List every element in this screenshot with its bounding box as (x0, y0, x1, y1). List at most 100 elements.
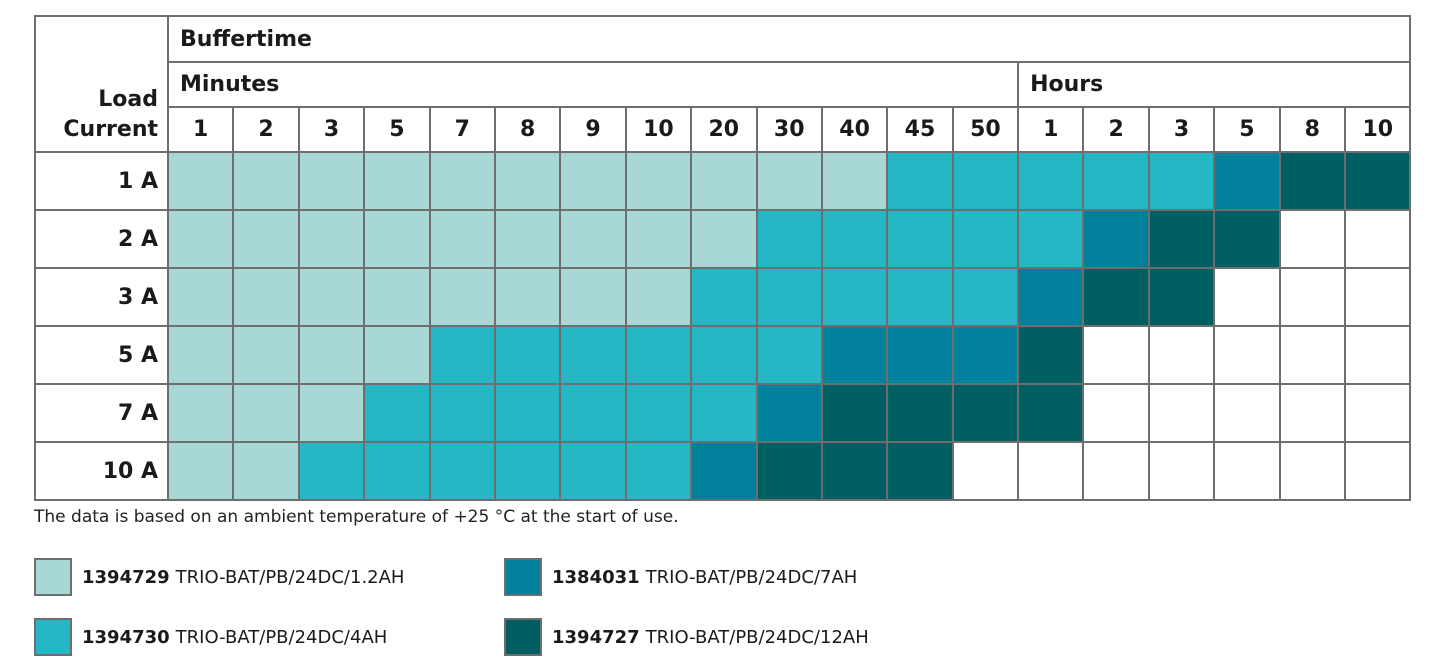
heat-cell (493, 441, 562, 501)
heat-cell (363, 267, 431, 327)
column-header-min-1: 1 (166, 106, 235, 153)
column-header-min-30: 30 (755, 106, 823, 153)
heat-cell (166, 325, 235, 385)
heat-cell (1344, 383, 1412, 443)
heat-cell (1344, 151, 1412, 211)
heat-cell (1213, 209, 1281, 269)
heat-cell (493, 267, 562, 327)
heat-cell (1213, 267, 1281, 327)
table-row: 3 A (34, 267, 1412, 327)
row-label: 3 A (34, 267, 169, 327)
legend-item: 1394729 TRIO-BAT/PB/24DC/1.2AH (34, 557, 404, 597)
heat-cell (886, 383, 954, 443)
heat-cell (1147, 267, 1216, 327)
heat-cell (755, 151, 823, 211)
table-row: 10 A (34, 441, 1412, 501)
heat-cell (755, 209, 823, 269)
heat-cell (428, 383, 496, 443)
footnote: The data is based on an ambient temperat… (34, 507, 679, 527)
heat-cell (297, 209, 366, 269)
table-row: 2 A (34, 209, 1412, 269)
heat-cell (1213, 441, 1281, 501)
heat-cell (886, 209, 954, 269)
heat-cell (951, 209, 1020, 269)
heat-cell (1278, 209, 1347, 269)
legend-name: TRIO-BAT/PB/24DC/4AH (175, 626, 388, 648)
heat-cell (820, 267, 889, 327)
heat-cell (1344, 267, 1412, 327)
row-label: 5 A (34, 325, 169, 385)
legend-swatch (504, 618, 542, 656)
heat-cell (297, 151, 366, 211)
heat-cell (559, 383, 627, 443)
heat-cell (166, 441, 235, 501)
heat-cell (1147, 325, 1216, 385)
column-header-min-20: 20 (690, 106, 758, 153)
heat-cell (297, 383, 366, 443)
heat-cell (755, 267, 823, 327)
heat-cell (1082, 383, 1150, 443)
column-header-min-10: 10 (624, 106, 693, 153)
column-header-min-50: 50 (951, 106, 1020, 153)
legend-swatch (504, 558, 542, 596)
heat-cell (690, 325, 758, 385)
heat-cell (1082, 151, 1150, 211)
legend-code: 1384031 (552, 566, 640, 588)
heat-cell (232, 383, 300, 443)
heat-cell (493, 209, 562, 269)
row-label: 10 A (34, 441, 169, 501)
heat-cell (363, 151, 431, 211)
heat-cell (232, 151, 300, 211)
heat-cell (1213, 383, 1281, 443)
heat-cell (166, 267, 235, 327)
heat-cell (1147, 151, 1216, 211)
heat-cell (428, 325, 496, 385)
heat-cell (1017, 209, 1085, 269)
column-header-h-10: 10 (1344, 106, 1412, 153)
column-header-h-5: 5 (1213, 106, 1281, 153)
heat-cell (820, 383, 889, 443)
heat-cell (1017, 383, 1085, 443)
heat-cell (1017, 267, 1085, 327)
heat-cell (363, 209, 431, 269)
table-row: 7 A (34, 383, 1412, 443)
column-header-min-2: 2 (232, 106, 300, 153)
heat-cell (690, 209, 758, 269)
column-header-h-1: 1 (1017, 106, 1085, 153)
buffertime-header: Buffertime (166, 15, 1412, 63)
heat-cell (951, 441, 1020, 501)
heat-cell (1017, 441, 1085, 501)
column-header-min-40: 40 (820, 106, 889, 153)
row-label: 7 A (34, 383, 169, 443)
heat-cell (951, 267, 1020, 327)
heat-cell (1278, 267, 1347, 327)
heat-cell (428, 267, 496, 327)
heat-cell (559, 209, 627, 269)
heat-cell (363, 441, 431, 501)
heat-cell (951, 383, 1020, 443)
heat-cell (232, 325, 300, 385)
heat-cell (886, 267, 954, 327)
heat-cell (1017, 325, 1085, 385)
heat-cell (951, 325, 1020, 385)
legend-name: TRIO-BAT/PB/24DC/7AH (645, 566, 858, 588)
heat-cell (166, 209, 235, 269)
legend-name: TRIO-BAT/PB/24DC/1.2AH (175, 566, 405, 588)
column-header-min-45: 45 (886, 106, 954, 153)
heat-cell (1278, 325, 1347, 385)
heat-cell (232, 267, 300, 327)
heat-cell (624, 151, 693, 211)
column-header-min-9: 9 (559, 106, 627, 153)
heat-cell (363, 383, 431, 443)
legend-name: TRIO-BAT/PB/24DC/12AH (645, 626, 869, 648)
heat-cell (690, 441, 758, 501)
heat-cell (1344, 209, 1412, 269)
legend-item: 1394727 TRIO-BAT/PB/24DC/12AH (504, 617, 869, 657)
corner-label-line-2: Current (63, 117, 158, 142)
heat-cell (1344, 441, 1412, 501)
heat-cell (297, 441, 366, 501)
legend-code: 1394727 (552, 626, 640, 648)
heat-cell (755, 383, 823, 443)
heat-cell (1213, 325, 1281, 385)
